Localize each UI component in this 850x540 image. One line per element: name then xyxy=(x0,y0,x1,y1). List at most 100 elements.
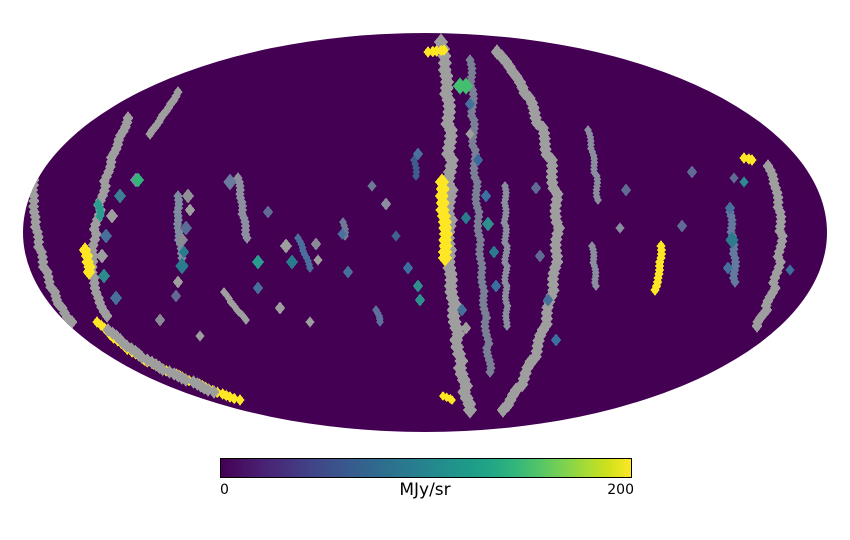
sky-pixel xyxy=(165,98,176,110)
sky-pixel xyxy=(724,201,736,215)
sky-pixel xyxy=(145,128,155,140)
sky-pixel xyxy=(414,293,426,307)
sky-pixel xyxy=(45,280,57,294)
sky-pixel xyxy=(468,139,478,152)
sky-pixel xyxy=(517,371,531,387)
sky-pixel xyxy=(479,303,489,315)
colorbar-min-label: 0 xyxy=(220,482,229,498)
colorbar-gradient xyxy=(220,458,632,478)
sky-pixel xyxy=(310,237,322,251)
sky-pixel xyxy=(589,257,598,268)
sky-pixel xyxy=(451,325,466,343)
sky-pixel xyxy=(620,183,632,197)
sky-pixel xyxy=(221,389,231,402)
sky-pixel xyxy=(764,290,776,304)
sky-pixel xyxy=(502,297,511,308)
sky-pixel xyxy=(459,77,473,95)
sky-pixel xyxy=(237,309,246,320)
sky-pixel xyxy=(164,365,175,379)
sky-pixel xyxy=(38,260,49,274)
sky-pixel xyxy=(412,147,424,161)
sky-pixel xyxy=(82,264,96,280)
sky-pixel xyxy=(456,303,468,317)
sky-pixel xyxy=(550,333,562,347)
sky-pixel xyxy=(95,193,106,208)
sky-pixel xyxy=(676,219,688,233)
sky-pixel xyxy=(337,228,347,240)
scan-tracks-layer xyxy=(27,33,788,419)
sky-pixel xyxy=(775,239,787,254)
sky-pixel xyxy=(523,90,536,106)
sky-pixel xyxy=(542,293,554,307)
sky-pixel xyxy=(169,94,179,106)
sky-pixel xyxy=(730,276,740,288)
sky-pixel xyxy=(650,284,660,296)
sky-pixel xyxy=(534,249,546,263)
sky-pixel xyxy=(454,365,469,383)
sky-pixel xyxy=(771,265,783,280)
sky-pixel xyxy=(146,355,158,370)
sky-pixel xyxy=(376,317,384,327)
sky-pixel xyxy=(762,159,774,173)
sky-pixel xyxy=(96,248,108,264)
sky-pixel xyxy=(729,172,739,184)
sky-pixel xyxy=(96,319,106,331)
sky-pixel xyxy=(136,350,148,364)
sky-pixel xyxy=(482,216,494,232)
sky-pixel xyxy=(496,402,510,418)
sky-pixel xyxy=(488,245,500,259)
sky-pixel xyxy=(59,305,70,320)
sky-pixel xyxy=(751,319,763,333)
sky-pixel xyxy=(465,128,475,140)
sky-pixel xyxy=(313,254,323,266)
sky-pixel xyxy=(274,301,286,315)
sky-pixel xyxy=(540,146,553,163)
sky-pixel xyxy=(110,290,122,306)
sky-pixel xyxy=(151,120,161,132)
sky-pixel xyxy=(286,254,298,270)
sky-pixel xyxy=(510,69,524,85)
sky-pixel xyxy=(180,373,192,387)
sky-pixel xyxy=(170,289,182,303)
sky-pixel xyxy=(223,173,237,191)
sky-pixel xyxy=(132,172,144,188)
sky-pixel xyxy=(296,236,304,247)
sky-pixel xyxy=(154,116,164,128)
sky-pixel xyxy=(431,45,442,57)
sky-pixel xyxy=(454,352,469,370)
sky-pixel xyxy=(391,230,401,242)
sky-pixel xyxy=(117,336,129,350)
sky-pixel xyxy=(529,348,542,365)
sky-pixel xyxy=(237,208,247,220)
sky-pixel xyxy=(117,124,129,138)
sky-pixel xyxy=(478,280,488,293)
sky-pixel xyxy=(439,44,449,56)
sky-pixels-layer xyxy=(96,97,795,372)
sky-pixel xyxy=(180,220,192,236)
sky-pixel xyxy=(412,171,420,181)
sky-pixel xyxy=(516,376,529,393)
sky-pixel xyxy=(501,277,509,288)
sky-pixel xyxy=(121,339,133,353)
sky-pixel xyxy=(586,143,595,154)
sky-pixel xyxy=(773,260,785,274)
sky-pixel xyxy=(242,232,252,244)
sky-pixel xyxy=(184,203,196,217)
sky-pixel xyxy=(101,169,113,184)
sky-pixel xyxy=(252,281,264,295)
sky-pixel xyxy=(490,279,502,293)
sky-pixel xyxy=(158,108,168,121)
sky-pixel xyxy=(501,257,509,268)
sky-pixel xyxy=(235,394,245,406)
colorbar[interactable] xyxy=(220,458,632,478)
sky-pixel xyxy=(111,329,123,344)
sky-pixel xyxy=(208,385,220,399)
sky-pixel xyxy=(114,188,126,204)
sky-pixel xyxy=(252,254,264,270)
sky-pixel xyxy=(524,356,536,372)
sky-pixel xyxy=(480,189,492,203)
sky-pixel xyxy=(178,245,190,259)
sky-pixel xyxy=(457,383,472,401)
sky-pixel xyxy=(592,281,600,291)
